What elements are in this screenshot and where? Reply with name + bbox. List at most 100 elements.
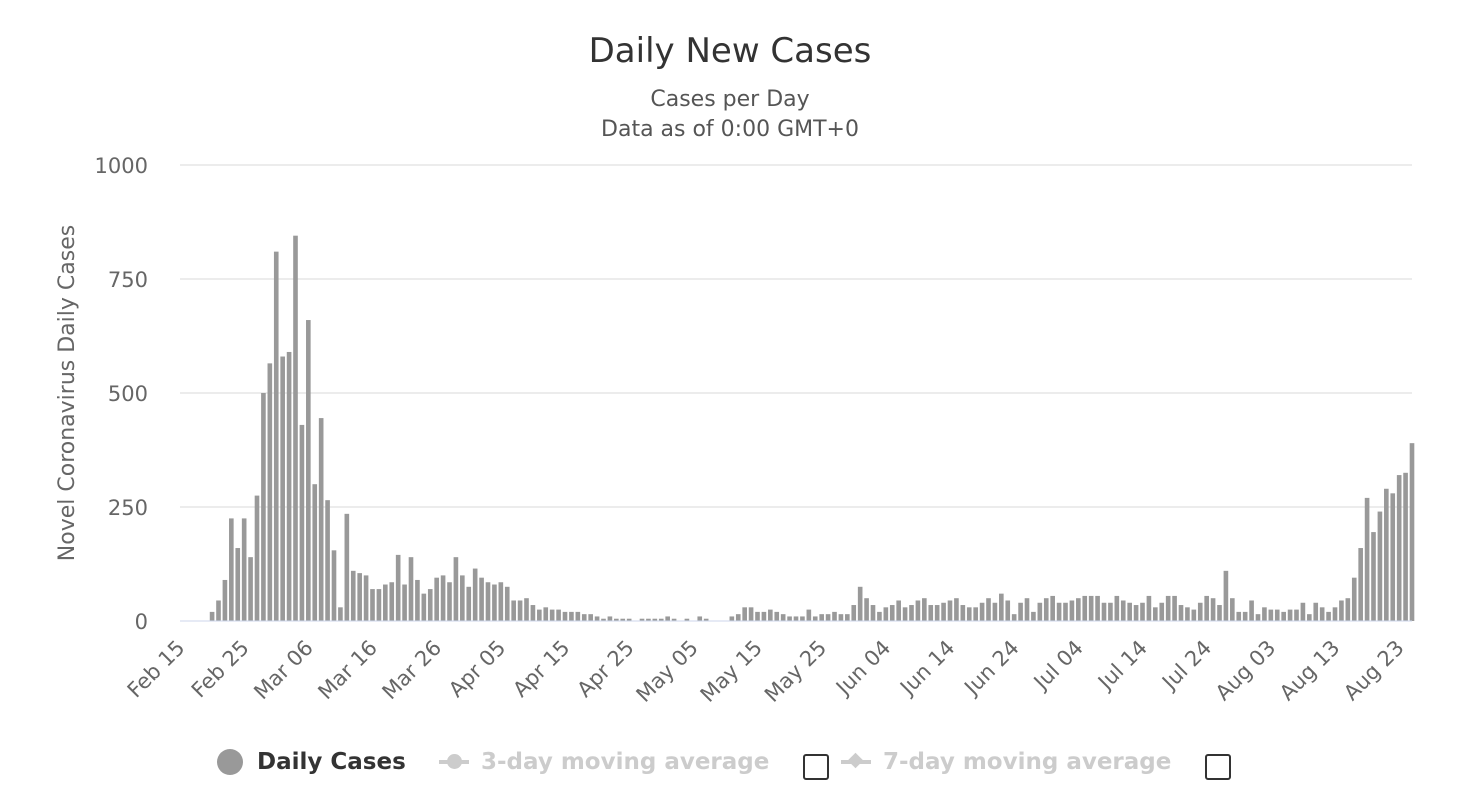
bar[interactable]	[902, 607, 908, 621]
bar[interactable]	[453, 557, 459, 621]
bar[interactable]	[1095, 595, 1100, 621]
bar[interactable]	[504, 586, 510, 621]
bar[interactable]	[1114, 595, 1120, 621]
bar[interactable]	[1390, 493, 1396, 621]
bar[interactable]	[229, 518, 234, 621]
bar[interactable]	[460, 575, 465, 621]
bar[interactable]	[421, 593, 427, 621]
bar[interactable]	[1358, 548, 1363, 621]
bar[interactable]	[896, 600, 901, 621]
bar[interactable]	[581, 614, 587, 621]
bar[interactable]	[235, 548, 241, 621]
bar[interactable]	[1120, 600, 1126, 621]
bar[interactable]	[1210, 598, 1216, 621]
bar[interactable]	[626, 618, 632, 621]
bar[interactable]	[1127, 602, 1132, 621]
bar[interactable]	[1191, 609, 1197, 621]
bar[interactable]	[537, 609, 542, 621]
bar[interactable]	[857, 586, 863, 621]
bar[interactable]	[825, 614, 831, 621]
bar[interactable]	[370, 589, 375, 621]
bar[interactable]	[909, 605, 914, 621]
bar[interactable]	[1345, 598, 1351, 621]
bar[interactable]	[1088, 595, 1094, 621]
bar[interactable]	[472, 568, 478, 621]
bar[interactable]	[1274, 609, 1280, 621]
bar[interactable]	[338, 607, 343, 621]
bar[interactable]	[1204, 595, 1209, 621]
bar[interactable]	[1364, 497, 1370, 621]
bar[interactable]	[1396, 475, 1402, 621]
bar[interactable]	[344, 513, 350, 621]
bar[interactable]	[1197, 602, 1203, 621]
bar[interactable]	[312, 484, 318, 621]
bar[interactable]	[646, 618, 651, 621]
bar[interactable]	[466, 586, 472, 621]
bar[interactable]	[248, 557, 253, 621]
bar[interactable]	[1249, 600, 1254, 621]
bar[interactable]	[941, 602, 946, 621]
bar[interactable]	[883, 607, 889, 621]
bar[interactable]	[376, 589, 382, 621]
bar[interactable]	[658, 618, 664, 621]
bar[interactable]	[427, 589, 433, 621]
bar[interactable]	[1153, 607, 1158, 621]
bar[interactable]	[748, 607, 754, 621]
bar[interactable]	[479, 577, 484, 621]
bar[interactable]	[293, 235, 298, 621]
bar[interactable]	[331, 550, 337, 621]
bar[interactable]	[389, 582, 395, 621]
bar[interactable]	[1294, 609, 1299, 621]
bar[interactable]	[1037, 602, 1043, 621]
bar[interactable]	[780, 614, 786, 621]
bar[interactable]	[1409, 443, 1415, 621]
bar[interactable]	[286, 351, 292, 621]
bar[interactable]	[1230, 598, 1235, 621]
bar[interactable]	[614, 618, 619, 621]
bar[interactable]	[267, 363, 273, 621]
bar[interactable]	[735, 614, 741, 621]
bar[interactable]	[1300, 602, 1306, 621]
bar[interactable]	[877, 611, 882, 621]
bar[interactable]	[729, 616, 735, 621]
bar[interactable]	[934, 605, 940, 621]
bar[interactable]	[1172, 595, 1177, 621]
bar[interactable]	[549, 609, 555, 621]
bar[interactable]	[966, 607, 972, 621]
bar[interactable]	[562, 611, 568, 621]
bar[interactable]	[1242, 611, 1248, 621]
bar[interactable]	[511, 600, 516, 621]
bar[interactable]	[1307, 614, 1312, 621]
bar[interactable]	[216, 600, 221, 621]
bar[interactable]	[1005, 600, 1011, 621]
bar[interactable]	[1281, 611, 1286, 621]
bar[interactable]	[1262, 607, 1267, 621]
bar[interactable]	[922, 598, 927, 621]
bar[interactable]	[1140, 602, 1145, 621]
bar[interactable]	[1082, 595, 1088, 621]
bar[interactable]	[601, 618, 606, 621]
bar[interactable]	[1287, 609, 1293, 621]
bar[interactable]	[222, 579, 228, 621]
bar[interactable]	[254, 495, 260, 621]
bar[interactable]	[408, 557, 414, 621]
bar[interactable]	[241, 518, 247, 621]
bar[interactable]	[1371, 532, 1376, 621]
bar[interactable]	[1332, 607, 1338, 621]
bar[interactable]	[1011, 614, 1017, 621]
bar[interactable]	[1133, 605, 1139, 621]
bar[interactable]	[350, 570, 356, 621]
bar[interactable]	[1178, 605, 1184, 621]
bar[interactable]	[1159, 602, 1165, 621]
bar[interactable]	[768, 609, 773, 621]
bar[interactable]	[1056, 602, 1062, 621]
legend-3-day-moving-average[interactable]: 3-day moving average	[439, 742, 769, 782]
bar[interactable]	[415, 579, 420, 621]
legend-daily-cases[interactable]: Daily Cases	[217, 742, 406, 782]
bar[interactable]	[306, 320, 311, 621]
bar[interactable]	[671, 618, 677, 621]
bar[interactable]	[812, 616, 818, 621]
bar[interactable]	[575, 611, 581, 621]
bar[interactable]	[1313, 602, 1319, 621]
bar[interactable]	[273, 251, 279, 621]
